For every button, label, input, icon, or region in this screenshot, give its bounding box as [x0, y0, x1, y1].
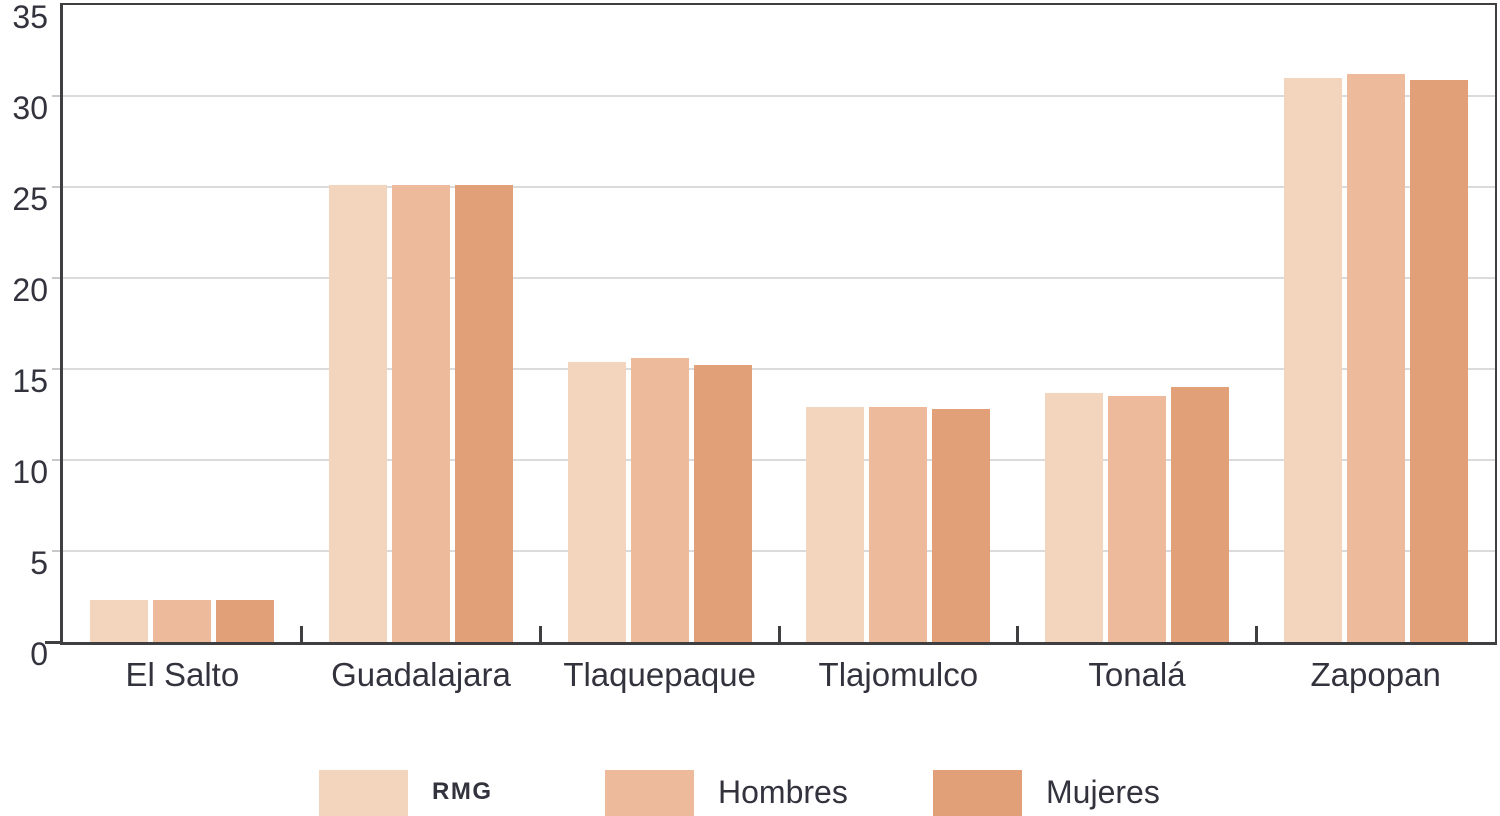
x-axis-boundary-tick-4 — [1016, 626, 1020, 642]
y-axis-minor-tick-5 — [52, 550, 60, 552]
legend: RMG Hombres Mujeres — [0, 768, 1500, 816]
y-axis-tick-label-20: 20 — [12, 272, 48, 308]
legend-label-rmg: RMG — [432, 778, 493, 805]
bar-tonalá-rmg — [1045, 392, 1103, 642]
x-axis-category-label-tonalá: Tonalá — [1088, 656, 1186, 693]
plot-area — [60, 3, 1497, 645]
x-axis-boundary-tick-1 — [300, 626, 304, 642]
x-axis-category-label-zapopan: Zapopan — [1310, 656, 1441, 693]
bar-zapopan-hombres — [1346, 74, 1405, 642]
legend-swatch-mujeres — [933, 770, 1022, 816]
y-axis-minor-tick-10 — [52, 459, 60, 461]
x-axis-category-label-el-salto: El Salto — [125, 656, 240, 693]
gridline-15 — [63, 368, 1495, 370]
bar-zapopan-rmg — [1283, 77, 1342, 642]
legend-label-hombres: Hombres — [718, 774, 848, 810]
x-axis-boundary-tick-2 — [538, 626, 542, 642]
bar-el-salto-rmg — [90, 600, 149, 642]
bar-tlaquepaque-rmg — [567, 361, 626, 642]
legend-swatch-hombres — [605, 770, 694, 816]
legend-label-mujeres: Mujeres — [1046, 774, 1160, 810]
x-axis-boundary-tick-5 — [1254, 626, 1258, 642]
y-axis-tick-label-35: 35 — [12, 0, 48, 35]
x-axis-category-label-tlaquepaque: Tlaquepaque — [563, 656, 756, 693]
y-axis-minor-tick-15 — [52, 368, 60, 370]
y-axis-minor-tick-20 — [52, 277, 60, 279]
bar-tlajomulco-rmg — [806, 407, 865, 642]
bar-tlaquepaque-hombres — [630, 358, 689, 642]
bar-el-salto-hombres — [153, 600, 212, 642]
y-axis-tick-label-0: 0 — [30, 636, 48, 672]
bar-el-salto-mujeres — [216, 600, 275, 642]
bar-guadalajara-mujeres — [455, 185, 513, 642]
gridline-5 — [63, 550, 1495, 552]
x-axis-category-label-tlajomulco: Tlajomulco — [818, 656, 979, 693]
bar-tlajomulco-hombres — [869, 407, 928, 642]
bar-tlajomulco-mujeres — [932, 409, 991, 642]
x-axis-category-label-guadalajara: Guadalajara — [331, 656, 511, 693]
bar-tonalá-mujeres — [1171, 387, 1229, 642]
y-axis-minor-tick-30 — [52, 95, 60, 97]
gridline-10 — [63, 459, 1495, 461]
y-axis-tick-label-25: 25 — [12, 181, 48, 217]
legend-swatch-rmg — [319, 770, 408, 816]
y-axis-tick-label-10: 10 — [12, 454, 48, 490]
y-axis-tick-label-5: 5 — [30, 545, 48, 581]
bar-tlaquepaque-mujeres — [693, 365, 752, 642]
y-axis-zero-tick — [45, 640, 60, 644]
bar-guadalajara-hombres — [392, 185, 450, 642]
y-axis-minor-tick-25 — [52, 186, 60, 188]
bar-tonalá-hombres — [1108, 396, 1166, 642]
y-axis-tick-label-30: 30 — [12, 90, 48, 126]
gridline-20 — [63, 277, 1495, 279]
y-axis-tick-label-15: 15 — [12, 363, 48, 399]
x-axis-boundary-tick-3 — [777, 626, 781, 642]
gridline-30 — [63, 95, 1495, 97]
gridline-25 — [63, 186, 1495, 188]
bar-zapopan-mujeres — [1409, 79, 1468, 642]
bar-guadalajara-rmg — [329, 185, 387, 642]
